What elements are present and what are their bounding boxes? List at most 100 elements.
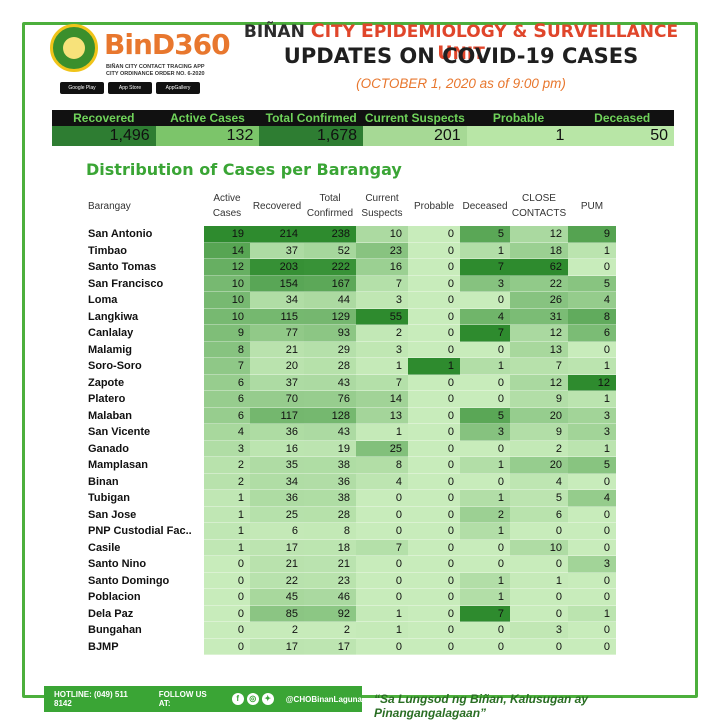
table-header-cell: Probable	[413, 200, 455, 212]
table-value-cell: 13	[356, 407, 408, 424]
table-value-cell: 3	[356, 292, 408, 309]
instagram-icon[interactable]: ◎	[246, 693, 259, 705]
table-value-cell: 25	[250, 506, 304, 523]
table-value-cell: 0	[408, 391, 460, 408]
table-value-cell: 6	[568, 325, 616, 342]
city-seal-icon	[50, 24, 98, 72]
table-value-cell: 23	[304, 572, 356, 589]
table-value-cell: 1	[460, 242, 510, 259]
table-value-cell: 0	[408, 242, 460, 259]
barangay-name-cell: Bungahan	[84, 622, 204, 639]
table-header-cell: CLOSE CONTACTS	[511, 193, 567, 219]
table-value-cell: 9	[568, 226, 616, 243]
table-value-cell: 2	[510, 440, 568, 457]
table-header-cell: Recovered	[252, 200, 302, 212]
table-row: Zapote 6 37 43 7 0 0 12 12	[84, 374, 634, 391]
table-row: Ganado 3 16 19 25 0 0 2 1	[84, 440, 634, 457]
social-icons: f ◎ ✦	[231, 693, 274, 705]
barangay-table: Barangay Active Cases Recovered Total Confi…	[84, 186, 634, 655]
table-value-cell: 70	[250, 391, 304, 408]
table-value-cell: 12	[510, 325, 568, 342]
table-row: Santo Domingo 0 22 23 0 0 1 1 0	[84, 572, 634, 589]
summary-header-cell: Probable	[492, 111, 545, 125]
table-row: Malaban 6 117 128 13 0 5 20 3	[84, 407, 634, 424]
table-value-cell: 3	[204, 440, 250, 457]
table-header-cell: Barangay	[88, 200, 131, 212]
facebook-icon[interactable]: f	[231, 693, 244, 705]
table-value-cell: 2	[250, 622, 304, 639]
table-value-cell: 1	[204, 490, 250, 507]
table-value-cell: 17	[304, 638, 356, 655]
summary-value-cell: 1,678	[259, 126, 364, 146]
table-value-cell: 4	[356, 473, 408, 490]
table-value-cell: 0	[408, 275, 460, 292]
barangay-name-cell: San Antonio	[84, 226, 204, 243]
table-value-cell: 7	[460, 259, 510, 276]
table-value-cell: 38	[304, 457, 356, 474]
table-value-cell: 154	[250, 275, 304, 292]
summary-header-cell: Recovered	[73, 111, 135, 125]
footer: HOTLINE: (049) 511 8142 FOLLOW US AT: f …	[44, 686, 676, 720]
table-value-cell: 0	[408, 572, 460, 589]
summary-header-cell: Active Cases	[170, 111, 245, 125]
table-value-cell: 13	[510, 341, 568, 358]
table-value-cell: 43	[304, 424, 356, 441]
table-value-cell: 19	[304, 440, 356, 457]
table-value-cell: 1	[356, 605, 408, 622]
table-value-cell: 4	[204, 424, 250, 441]
google-play-badge[interactable]: Google Play	[60, 82, 104, 94]
table-row: San Francisco 10 154 167 7 0 3 22 5	[84, 275, 634, 292]
table-value-cell: 9	[510, 424, 568, 441]
table-value-cell: 9	[510, 391, 568, 408]
table-value-cell: 0	[408, 506, 460, 523]
table-value-cell: 2	[204, 473, 250, 490]
table-value-cell: 1	[568, 440, 616, 457]
table-value-cell: 7	[356, 539, 408, 556]
table-value-cell: 128	[304, 407, 356, 424]
barangay-name-cell: San Francisco	[84, 275, 204, 292]
barangay-name-cell: Mamplasan	[84, 457, 204, 474]
table-value-cell: 2	[460, 506, 510, 523]
table-value-cell: 0	[408, 473, 460, 490]
barangay-name-cell: Santo Nino	[84, 556, 204, 573]
barangay-name-cell: Loma	[84, 292, 204, 309]
table-value-cell: 1	[568, 358, 616, 375]
barangay-name-cell: Casile	[84, 539, 204, 556]
table-value-cell: 1	[460, 572, 510, 589]
table-value-cell: 29	[304, 341, 356, 358]
app-store-badge[interactable]: App Store	[108, 82, 152, 94]
table-value-cell: 238	[304, 226, 356, 243]
table-value-cell: 43	[304, 374, 356, 391]
table-header-row: Barangay Active Cases Recovered Total Confi…	[84, 186, 634, 226]
summary-value-cell: 132	[155, 126, 260, 146]
table-value-cell: 28	[304, 358, 356, 375]
header-title: BIÑAN CITY EPIDEMIOLOGY & SURVEILLANCE U…	[243, 20, 679, 64]
barangay-name-cell: Soro-Soro	[84, 358, 204, 375]
table-value-cell: 93	[304, 325, 356, 342]
table-value-cell: 37	[250, 374, 304, 391]
table-value-cell: 1	[356, 358, 408, 375]
barangay-name-cell: Santo Domingo	[84, 572, 204, 589]
table-value-cell: 34	[250, 292, 304, 309]
table-value-cell: 0	[460, 440, 510, 457]
table-value-cell: 12	[510, 374, 568, 391]
summary-value-cell: 50	[570, 126, 675, 146]
table-value-cell: 0	[510, 523, 568, 540]
table-value-cell: 117	[250, 407, 304, 424]
app-gallery-badge[interactable]: AppGallery	[156, 82, 200, 94]
table-value-cell: 8	[356, 457, 408, 474]
table-value-cell: 5	[510, 490, 568, 507]
bind360-logo: BinD360	[104, 28, 231, 61]
table-row: Bungahan 0 2 2 1 0 0 3 0	[84, 622, 634, 639]
table-value-cell: 7	[356, 275, 408, 292]
table-value-cell: 5	[460, 226, 510, 243]
table-value-cell: 0	[356, 556, 408, 573]
table-value-cell: 0	[204, 622, 250, 639]
table-value-cell: 46	[304, 589, 356, 606]
table-value-cell: 18	[510, 242, 568, 259]
table-value-cell: 0	[356, 638, 408, 655]
table-value-cell: 0	[356, 523, 408, 540]
twitter-icon[interactable]: ✦	[261, 693, 274, 705]
table-header-cell: Active Cases	[212, 193, 242, 219]
table-value-cell: 17	[250, 638, 304, 655]
